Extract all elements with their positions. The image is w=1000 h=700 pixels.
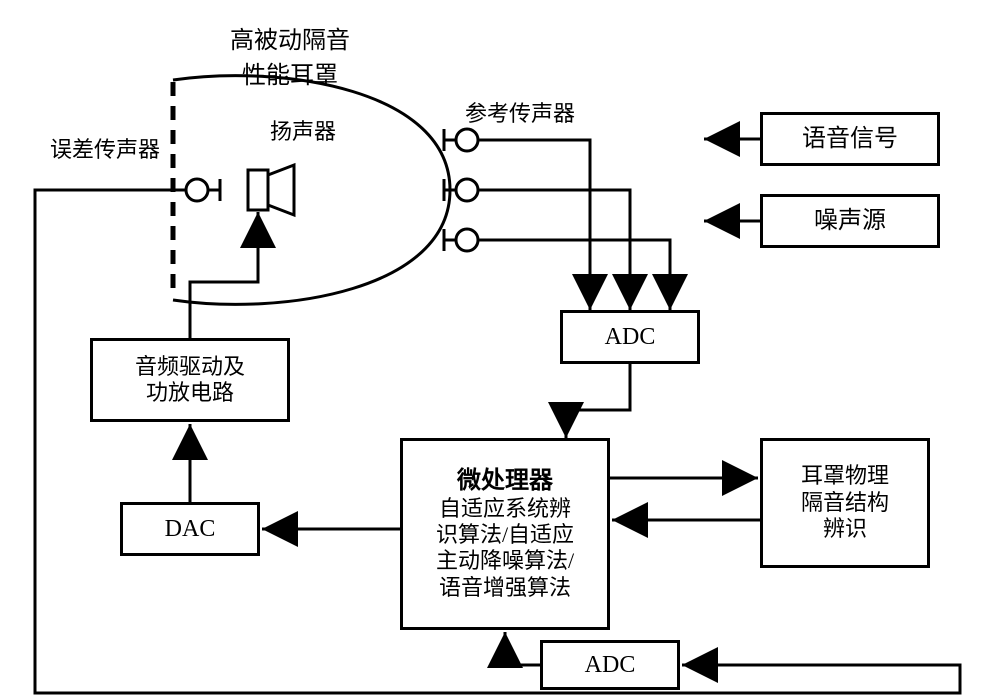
mcu-title-text: 微处理器	[457, 467, 553, 496]
mcu-lines-text: 自适应系统辨 识算法/自适应 主动降噪算法/ 语音增强算法	[436, 496, 574, 602]
earcup-title-label: 高被动隔音 性能耳罩	[230, 20, 350, 90]
adc-bottom-text: ADC	[585, 651, 636, 680]
voice-signal-text: 语音信号	[802, 125, 898, 154]
structure-id-text: 耳罩物理 隔音结构 辨识	[801, 463, 889, 542]
audio-drive-box: 音频驱动及 功放电路	[90, 338, 290, 422]
audio-drive-text: 音频驱动及 功放电路	[135, 354, 245, 407]
adc-top-box: ADC	[560, 310, 700, 364]
noise-source-text: 噪声源	[814, 207, 886, 236]
mcu-box: 微处理器 自适应系统辨 识算法/自适应 主动降噪算法/ 语音增强算法	[400, 438, 610, 630]
structure-id-box: 耳罩物理 隔音结构 辨识	[760, 438, 930, 568]
dac-text: DAC	[165, 515, 216, 544]
speaker-label: 扬声器	[270, 114, 336, 146]
adc-top-text: ADC	[605, 323, 656, 352]
noise-source-box: 噪声源	[760, 194, 940, 248]
dac-box: DAC	[120, 502, 260, 556]
adc-bottom-box: ADC	[540, 640, 680, 690]
ref-mic-label: 参考传声器	[465, 96, 575, 128]
voice-signal-box: 语音信号	[760, 112, 940, 166]
error-mic-label: 误差传声器	[50, 132, 160, 164]
